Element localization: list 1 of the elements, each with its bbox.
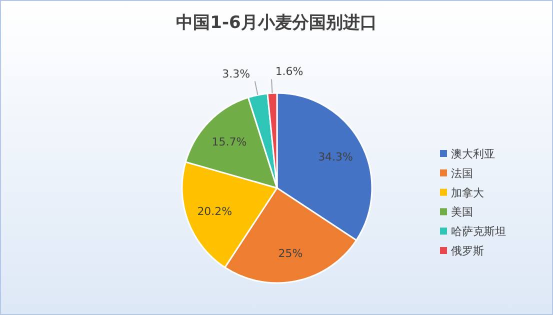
- title: 中国1-6月小麦分国别进口: [176, 13, 377, 33]
